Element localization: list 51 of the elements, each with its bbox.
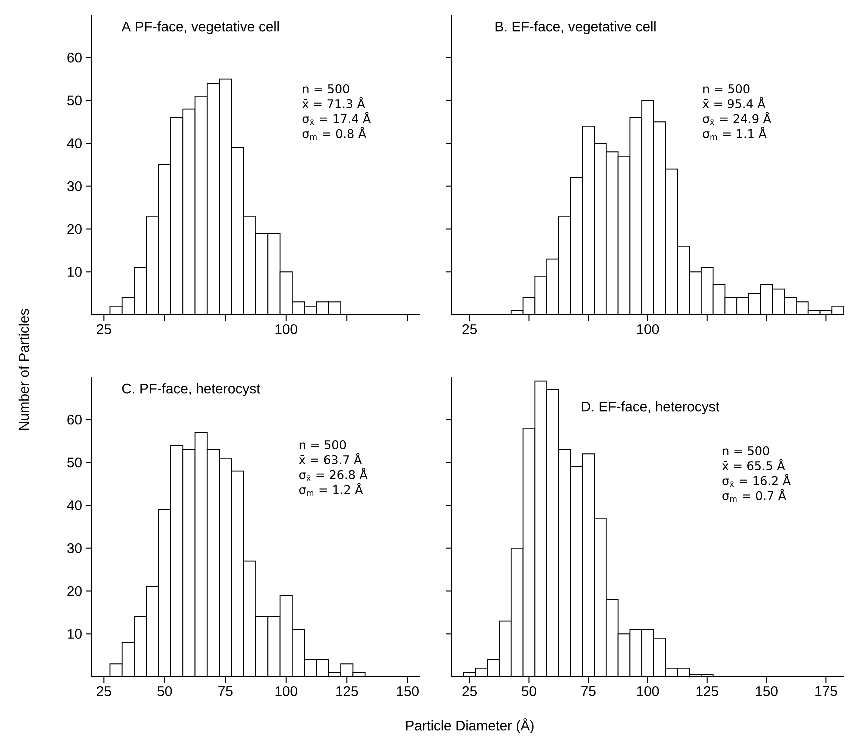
y-tick-label: 40 [67,138,82,148]
x-tick-label: 75 [582,686,596,696]
chart-title: A PF-face, vegetative cell [122,22,279,34]
text: D. EF-face, heterocyst [582,402,720,415]
annotation: x̄ = 63.7 Å [299,453,362,464]
x-tick-label: 175 [816,686,838,696]
x-tick-label: 25 [97,324,112,334]
x-axis-title: Particle Diameter (Å) [406,718,534,734]
x-tick-label: 100 [276,686,298,696]
annotation: σ$_{m}$ = 1.1 Å [703,127,767,140]
y-axis-title: Number of Particles [18,309,30,430]
y-tick-label: 30 [68,543,82,554]
annotation: σ$_{x̄}$ = 26.8 Å [300,468,368,482]
x-tick-label: 25 [462,324,477,334]
annotation: n = 500 [303,84,350,94]
annotation: σ$_{m}$ = 0.7 Å [722,489,786,502]
chart-title: C. PF-face, heterocyst [122,384,260,396]
x-tick-label: 150 [756,686,778,696]
x-tick-label: 25 [462,686,477,696]
annotation: n = 500 [723,446,770,456]
annotation: σ$_{m}$ = 0.8 Å [302,127,367,140]
y-tick-label: 60 [68,414,82,425]
annotation: σ$_{x̄}$ = 16.2 Å [722,474,791,488]
annotation: n = 500 [704,84,750,94]
annotation: σ$_{x̄}$ = 17.4 Å [302,112,372,126]
y-tick-label: 30 [68,181,82,192]
x-tick-label: 75 [218,686,233,696]
y-tick-label: 20 [68,224,82,234]
x-tick-label: 125 [696,686,718,696]
x-tick-label: 100 [276,324,298,334]
annotation: n = 500 [300,440,346,450]
y-tick-label: 10 [68,267,82,278]
annotation: x̄ = 65.5 Å [722,459,786,470]
chart-title: B. EF-face, vegetative cell [496,22,656,34]
x-tick-label: 50 [522,686,536,696]
y-tick-label: 40 [67,500,82,510]
annotation: x̄ = 71.3 Å [302,97,366,108]
x-tick-label: 100 [637,324,660,334]
x-tick-label: 150 [397,686,419,696]
x-tick-label: 125 [336,686,358,696]
x-tick-label: 50 [158,686,172,696]
y-tick-label: 20 [68,586,82,596]
annotation: σ$_{m}$ = 1.2 Å [300,483,364,496]
y-tick-label: 50 [68,458,82,468]
y-tick-label: 10 [68,629,82,640]
annotation: x̄ = 95.4 Å [702,97,766,108]
x-tick-label: 100 [637,686,660,696]
y-tick-label: 60 [68,52,82,63]
y-tick-label: 50 [68,96,82,106]
annotation: σ$_{x̄}$ = 24.9 Å [703,112,772,126]
x-tick-label: 25 [97,686,112,696]
